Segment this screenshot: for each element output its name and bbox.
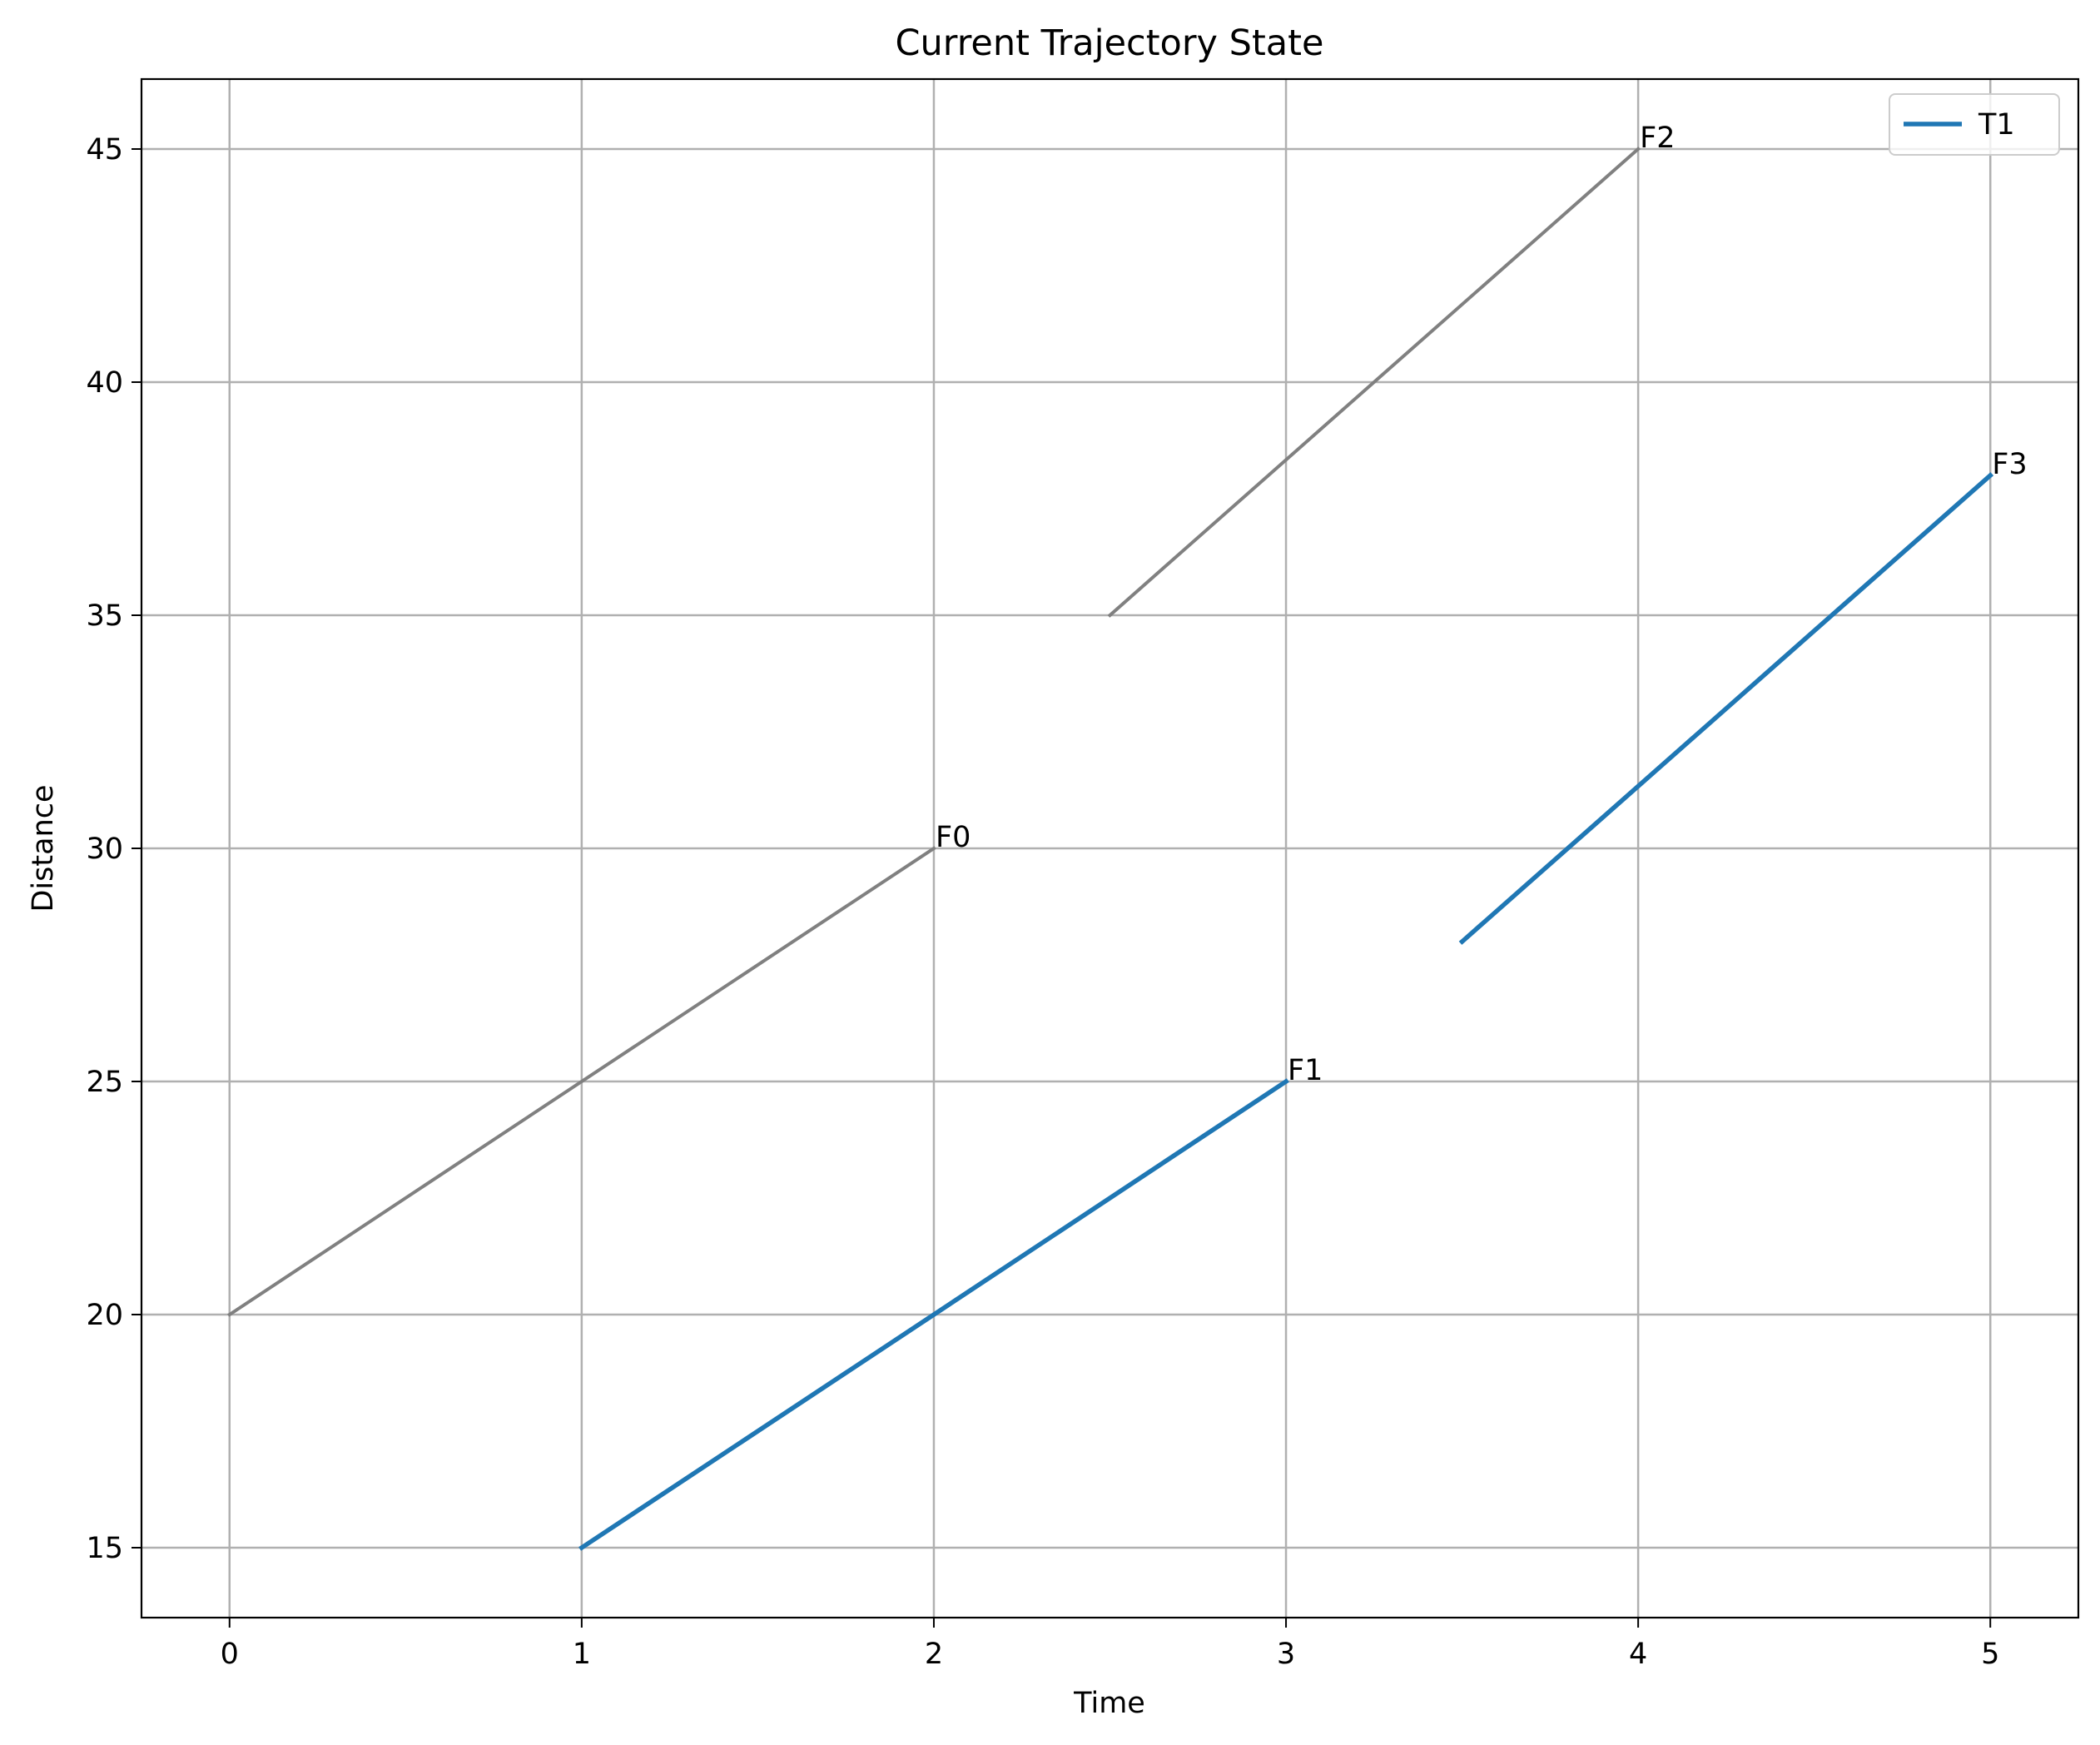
trajectory-line-1 bbox=[578, 1078, 1289, 1551]
trajectory-line-0 bbox=[227, 846, 936, 1317]
x-tick-label: 3 bbox=[1277, 1638, 1295, 1671]
x-tick-label: 2 bbox=[925, 1638, 943, 1671]
trajectory-end-label: F1 bbox=[1288, 1054, 1323, 1087]
x-tick-label: 1 bbox=[573, 1638, 591, 1671]
y-tick-label: 30 bbox=[86, 833, 123, 866]
y-tick-label: 40 bbox=[86, 366, 123, 400]
y-tick-label: 45 bbox=[86, 133, 123, 167]
legend: T1 bbox=[1889, 93, 2060, 156]
trajectory-line-3 bbox=[1458, 472, 1994, 945]
legend-label-t1: T1 bbox=[1978, 108, 2015, 142]
series-layer bbox=[227, 147, 1994, 1551]
y-axis-label: Distance bbox=[27, 784, 60, 912]
x-tick-label: 4 bbox=[1629, 1638, 1647, 1671]
y-tick-label: 20 bbox=[86, 1299, 123, 1332]
trajectory-end-label: F3 bbox=[1992, 448, 2027, 481]
trajectory-line-2 bbox=[1107, 147, 1641, 618]
y-tick-label: 15 bbox=[86, 1532, 123, 1565]
y-tick-label: 25 bbox=[86, 1066, 123, 1099]
grid-layer bbox=[141, 79, 2078, 1618]
annotation-layer: F0 F1 F2 F3 bbox=[936, 122, 2028, 1087]
y-tick-label: 35 bbox=[86, 599, 123, 633]
trajectory-end-label: F2 bbox=[1640, 122, 1675, 155]
x-tick-label: 5 bbox=[1981, 1638, 1999, 1671]
legend-box bbox=[1889, 93, 2060, 156]
x-axis-label: Time bbox=[1073, 1687, 1145, 1720]
chart-title: Current Trajectory State bbox=[896, 22, 1324, 64]
trajectory-end-label: F0 bbox=[936, 821, 971, 854]
x-tick-label: 0 bbox=[221, 1638, 239, 1671]
